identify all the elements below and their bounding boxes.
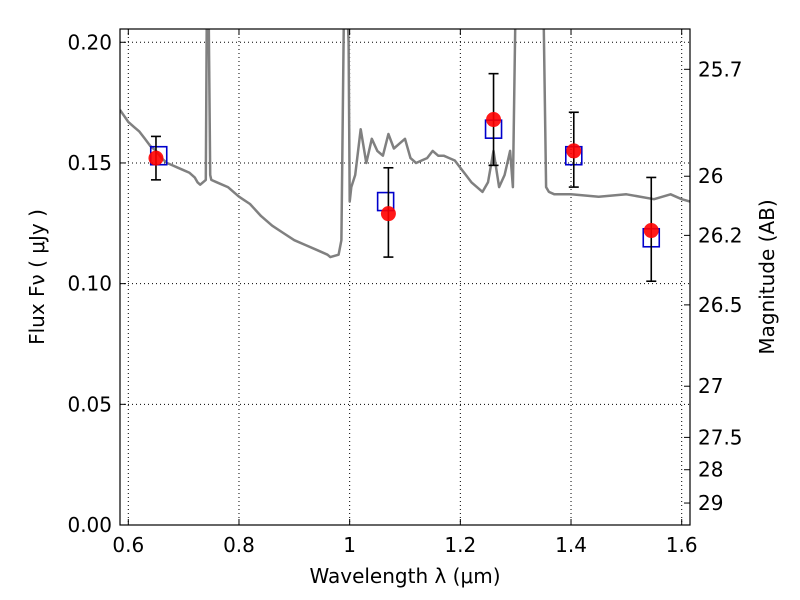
right-tick-label: 26.2	[698, 223, 743, 247]
y-tick-label: 0.15	[67, 151, 112, 175]
right-tick-label: 29	[698, 491, 723, 515]
grid	[120, 29, 690, 525]
x-tick-label: 0.8	[223, 533, 255, 557]
observed-data-point	[566, 143, 582, 159]
y-tick-label: 0.00	[67, 513, 112, 537]
right-tick-label: 27	[698, 374, 723, 398]
plot-frame	[119, 28, 691, 526]
observed-data-point	[380, 206, 396, 222]
right-axis-label: Magnitude (AB)	[755, 199, 779, 354]
y-axis-label: Flux Fν ( μJy )	[25, 209, 49, 345]
y-tick-label: 0.05	[67, 392, 112, 416]
right-tick-label: 28	[698, 458, 723, 482]
observed-data-point	[643, 223, 659, 239]
right-tick-label: 26.5	[698, 293, 743, 317]
right-tick-label: 27.5	[698, 425, 743, 449]
x-tick-label: 1.2	[444, 533, 476, 557]
x-tick-label: 1.6	[666, 533, 698, 557]
observed-data-point	[486, 112, 502, 128]
right-tick-label: 26	[698, 164, 723, 188]
x-tick-label: 1	[343, 533, 356, 557]
model-spectrum-line	[120, 29, 690, 259]
x-axis-label: Wavelength λ (μm)	[309, 564, 500, 588]
observed-data-point	[148, 150, 164, 166]
x-tick-label: 1.4	[555, 533, 587, 557]
y-tick-label: 0.20	[67, 30, 112, 54]
right-tick-label: 25.7	[698, 57, 743, 81]
plot-area	[120, 29, 690, 283]
x-tick-label: 0.6	[112, 533, 144, 557]
y-tick-label: 0.10	[67, 272, 112, 296]
axes: 0.6 0.8 1 1.2 1.4 1.6 0.00 0.05 0.10 0.15 0.20 25.7…	[67, 29, 743, 557]
